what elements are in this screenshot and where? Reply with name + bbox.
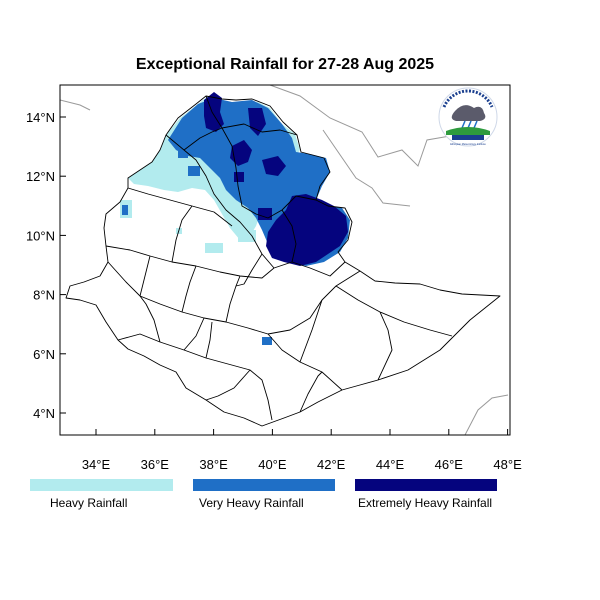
y-tick-label: 14°N	[26, 110, 55, 125]
extreme-rainfall-area	[204, 92, 348, 266]
y-tick-label: 10°N	[26, 228, 55, 243]
x-tick-label: 44°E	[376, 457, 405, 472]
legend-swatch-extreme	[355, 479, 497, 491]
x-tick-label: 40°E	[258, 457, 287, 472]
x-tick-label: 46°E	[435, 457, 464, 472]
y-tick-label: 4°N	[33, 406, 55, 421]
y-tick-label: 12°N	[26, 169, 55, 184]
x-tick-label: 34°E	[82, 457, 111, 472]
legend-label-heavy: Heavy Rainfall	[50, 496, 128, 510]
rainfall-layer	[120, 92, 350, 345]
neighbor-boundaries	[60, 85, 509, 435]
country-outline	[65, 95, 501, 427]
logo-text: Ethiopian Meteorology Institute	[450, 142, 486, 146]
y-tick-label: 8°N	[33, 288, 55, 303]
x-tick-label: 42°E	[317, 457, 346, 472]
plot-frame	[59, 84, 511, 436]
map-title: Exceptional Rainfall for 27-28 Aug 2025	[135, 56, 435, 73]
x-tick-label: 38°E	[199, 457, 228, 472]
y-tick-label: 6°N	[33, 347, 55, 362]
admin-boundaries	[65, 95, 501, 427]
x-tick-label: 48°E	[493, 457, 522, 472]
institute-logo: Ethiopian Meteorology Institute	[438, 87, 498, 147]
y-axis: 4°N 6°N 8°N 10°N 12°N 14°N	[26, 110, 66, 421]
x-tick-label: 36°E	[141, 457, 170, 472]
legend-swatch-very-heavy	[193, 479, 335, 491]
legend-label-extreme: Extremely Heavy Rainfall	[358, 496, 493, 510]
legend-swatch-heavy	[30, 479, 173, 491]
x-axis: 34°E 36°E 38°E 40°E 42°E 44°E 46°E 48°E	[82, 429, 522, 472]
legend-label-very-heavy: Very Heavy Rainfall	[199, 496, 304, 510]
